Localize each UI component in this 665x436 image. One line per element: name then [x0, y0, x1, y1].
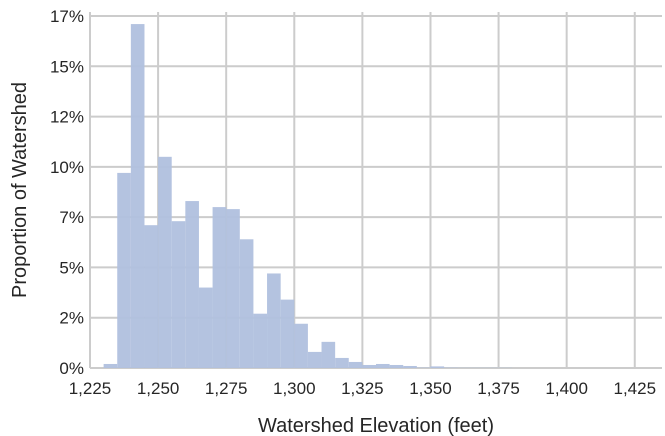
histogram-bar	[348, 361, 363, 368]
histogram-bar	[280, 299, 295, 368]
y-tick-label: 2%	[59, 309, 84, 328]
histogram-bar	[226, 209, 240, 368]
y-tick-label: 12%	[50, 108, 84, 127]
histogram-bar	[362, 364, 376, 368]
histogram-bar	[158, 156, 172, 368]
histogram-bar	[198, 287, 213, 368]
histogram-bar	[130, 24, 145, 368]
histogram-bar	[144, 225, 159, 368]
x-tick-label: 1,275	[205, 379, 248, 398]
histogram-bar	[321, 341, 336, 368]
x-tick-label: 1,400	[545, 379, 588, 398]
histogram-bar	[403, 365, 417, 368]
histogram-bar	[267, 273, 281, 368]
histogram-bar	[103, 363, 118, 368]
histogram-bar	[253, 313, 268, 368]
histogram-bar	[117, 172, 131, 368]
y-axis-ticks: 0% 2% 5% 7% 10% 12% 15% 17%	[50, 7, 84, 378]
histogram-bar	[335, 357, 349, 368]
histogram-bar	[307, 351, 322, 368]
y-tick-label: 0%	[59, 359, 84, 378]
x-tick-label: 1,350	[409, 379, 452, 398]
histogram-bar	[430, 366, 445, 368]
histogram-bar	[185, 201, 199, 368]
histogram-bar	[389, 364, 404, 368]
x-tick-label: 1,325	[341, 379, 384, 398]
histogram-bar	[376, 363, 390, 368]
histogram-bar	[294, 323, 308, 368]
x-tick-label: 1,300	[273, 379, 316, 398]
x-axis-ticks: 1,225 1,250 1,275 1,300 1,325 1,350 1,375 1,400…	[69, 379, 656, 398]
histogram-bar	[212, 207, 227, 368]
histogram-bar	[239, 239, 254, 368]
y-axis-label: Proportion of Watershed	[9, 82, 31, 298]
x-tick-label: 1,225	[69, 379, 112, 398]
histogram-bars	[103, 24, 513, 368]
y-tick-label: 17%	[50, 7, 84, 26]
y-tick-label: 7%	[59, 208, 84, 227]
y-tick-label: 5%	[59, 258, 84, 277]
x-tick-label: 1,425	[613, 379, 656, 398]
x-axis-label: Watershed Elevation (feet)	[258, 415, 494, 436]
x-tick-label: 1,250	[137, 379, 180, 398]
x-tick-label: 1,375	[477, 379, 520, 398]
y-tick-label: 15%	[50, 57, 84, 76]
y-tick-label: 10%	[50, 158, 84, 177]
histogram-bar	[171, 221, 186, 368]
